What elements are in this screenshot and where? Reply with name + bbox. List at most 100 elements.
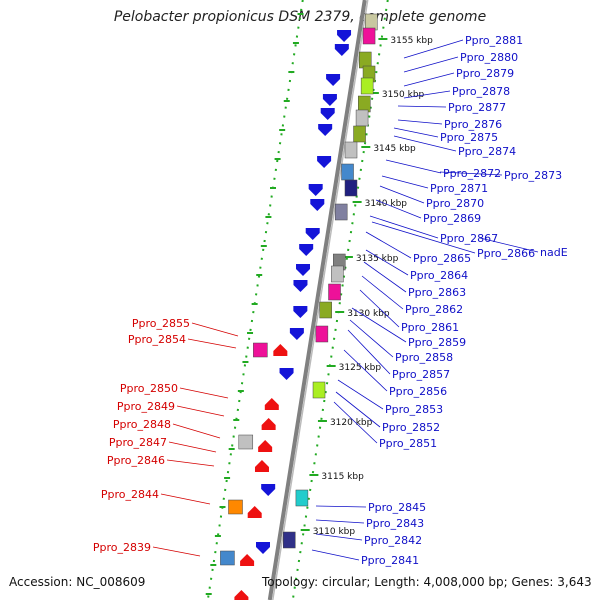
forward-gene-label: Ppro_2874: [458, 145, 516, 158]
forward-gene-label: Ppro_2881: [465, 34, 523, 47]
forward-gene-block: [331, 265, 344, 283]
forward-gene-leader: [315, 505, 367, 508]
kbp-marker-label: 3135 kbp: [356, 254, 399, 264]
map-title: Pelobacter propionicus DSM 2379, complet…: [113, 9, 487, 25]
forward-gene-leader: [365, 231, 412, 259]
reverse-gene-label: Ppro_2854: [128, 333, 186, 346]
forward-gene-label: Ppro_2842: [364, 534, 422, 547]
forward-gene-leader: [397, 119, 443, 125]
reverse-gene-arrow: [240, 554, 255, 566]
forward-gene-leader: [393, 127, 439, 138]
forward-gene-block: [362, 27, 376, 45]
forward-gene-arrow: [320, 108, 335, 120]
forward-gene-arrow: [299, 244, 314, 256]
forward-gene-label: Ppro_2878: [452, 85, 510, 98]
forward-gene-block: [283, 531, 296, 549]
kbp-marker-label: 3125 kbp: [339, 363, 382, 373]
forward-gene-leader: [439, 171, 503, 176]
forward-gene-arrow: [279, 368, 294, 380]
forward-gene-block: [295, 489, 309, 507]
forward-gene-label: Ppro_2875: [440, 131, 498, 144]
forward-gene-arrow: [289, 328, 304, 340]
reverse-gene-block: [220, 550, 235, 566]
reverse-gene-label: Ppro_2849: [117, 400, 175, 413]
forward-gene-label: Ppro_2877: [448, 101, 506, 114]
forward-gene-label: Ppro_2857: [392, 368, 450, 381]
forward-gene-leader: [335, 391, 381, 428]
reverse-gene-leader: [166, 459, 215, 467]
forward-gene-block: [344, 141, 358, 159]
kbp-marker-label: 3110 kbp: [313, 527, 356, 537]
forward-gene-leader: [381, 175, 429, 189]
kbp-marker-label: 3155 kbp: [390, 36, 433, 46]
forward-gene-arrow: [308, 184, 323, 196]
forward-gene-block: [312, 381, 326, 399]
forward-gene-leader: [397, 105, 447, 108]
forward-gene-block: [315, 325, 329, 343]
reverse-gene-label: Ppro_2839: [93, 541, 151, 554]
forward-gene-block: [355, 109, 369, 127]
kbp-marker-label: 3115 kbp: [321, 472, 364, 482]
forward-gene-arrow: [310, 199, 325, 211]
forward-gene-leader: [363, 261, 407, 293]
reverse-gene-block: [228, 499, 243, 515]
forward-gene-leader: [385, 159, 442, 174]
forward-gene-arrow: [256, 542, 271, 554]
forward-gene-label: Ppro_2843: [366, 517, 424, 530]
forward-gene-arrow: [305, 228, 320, 240]
forward-gene-label: Ppro_2870: [426, 197, 484, 210]
forward-gene-block: [344, 179, 358, 197]
genome-backbone-shadow: [272, 0, 369, 600]
forward-gene-label: Ppro_2853: [385, 403, 443, 416]
forward-gene-leader: [479, 237, 539, 253]
reverse-gene-arrow: [254, 460, 269, 472]
forward-gene-label: Ppro_2862: [405, 303, 463, 316]
forward-gene-leader: [315, 519, 365, 524]
reverse-gene-label: Ppro_2850: [120, 382, 178, 395]
forward-gene-block: [334, 203, 348, 221]
reverse-gene-block: [253, 342, 268, 358]
reverse-gene-arrow: [261, 418, 276, 430]
forward-gene-label: Ppro_2864: [410, 269, 468, 282]
forward-gene-label: Ppro_2869: [423, 212, 481, 225]
forward-gene-leader: [371, 221, 476, 254]
forward-gene-arrow: [261, 484, 276, 496]
reverse-gene-leader: [191, 322, 239, 337]
reverse-gene-block: [238, 434, 254, 450]
forward-gene-label: Ppro_2841: [361, 554, 419, 567]
reverse-gene-arrow: [273, 344, 288, 356]
reverse-gene-leader: [172, 423, 221, 439]
forward-gene-arrow: [337, 30, 352, 42]
forward-gene-arrow: [322, 94, 337, 106]
forward-gene-block: [328, 283, 341, 301]
genome-summary-text: Topology: circular; Length: 4,008,000 bp…: [262, 575, 592, 589]
forward-gene-arrow: [296, 264, 311, 276]
forward-gene-label: Ppro_2876: [444, 118, 502, 131]
forward-gene-leader: [315, 533, 363, 541]
forward-gene-arrow: [318, 124, 333, 136]
forward-gene-leader: [343, 349, 388, 392]
reverse-gene-leader: [160, 493, 211, 505]
forward-gene-label: Ppro_2865: [413, 252, 471, 265]
forward-gene-leader: [403, 56, 459, 73]
forward-gene-leader: [311, 549, 360, 561]
forward-gene-label: Ppro_2866: [477, 247, 535, 260]
forward-gene-leader: [359, 289, 400, 328]
forward-gene-leader: [337, 379, 384, 410]
forward-gene-label: Ppro_2861: [401, 321, 459, 334]
forward-gene-leader: [393, 135, 457, 152]
reverse-gene-label: Ppro_2846: [107, 454, 165, 467]
forward-gene-arrow: [317, 156, 332, 168]
forward-gene-arrow: [293, 306, 308, 318]
forward-gene-leader: [369, 215, 439, 239]
kbp-marker-label: 3145 kbp: [373, 144, 416, 154]
forward-gene-arrow: [326, 74, 341, 86]
forward-gene-label: Ppro_2851: [379, 437, 437, 450]
reverse-gene-label: Ppro_2847: [109, 436, 167, 449]
forward-gene-label: Ppro_2871: [430, 182, 488, 195]
forward-gene-label: Ppro_2863: [408, 286, 466, 299]
forward-gene-label: Ppro_2852: [382, 421, 440, 434]
forward-gene-leader: [403, 72, 455, 87]
genome-backbone: [267, 0, 367, 600]
